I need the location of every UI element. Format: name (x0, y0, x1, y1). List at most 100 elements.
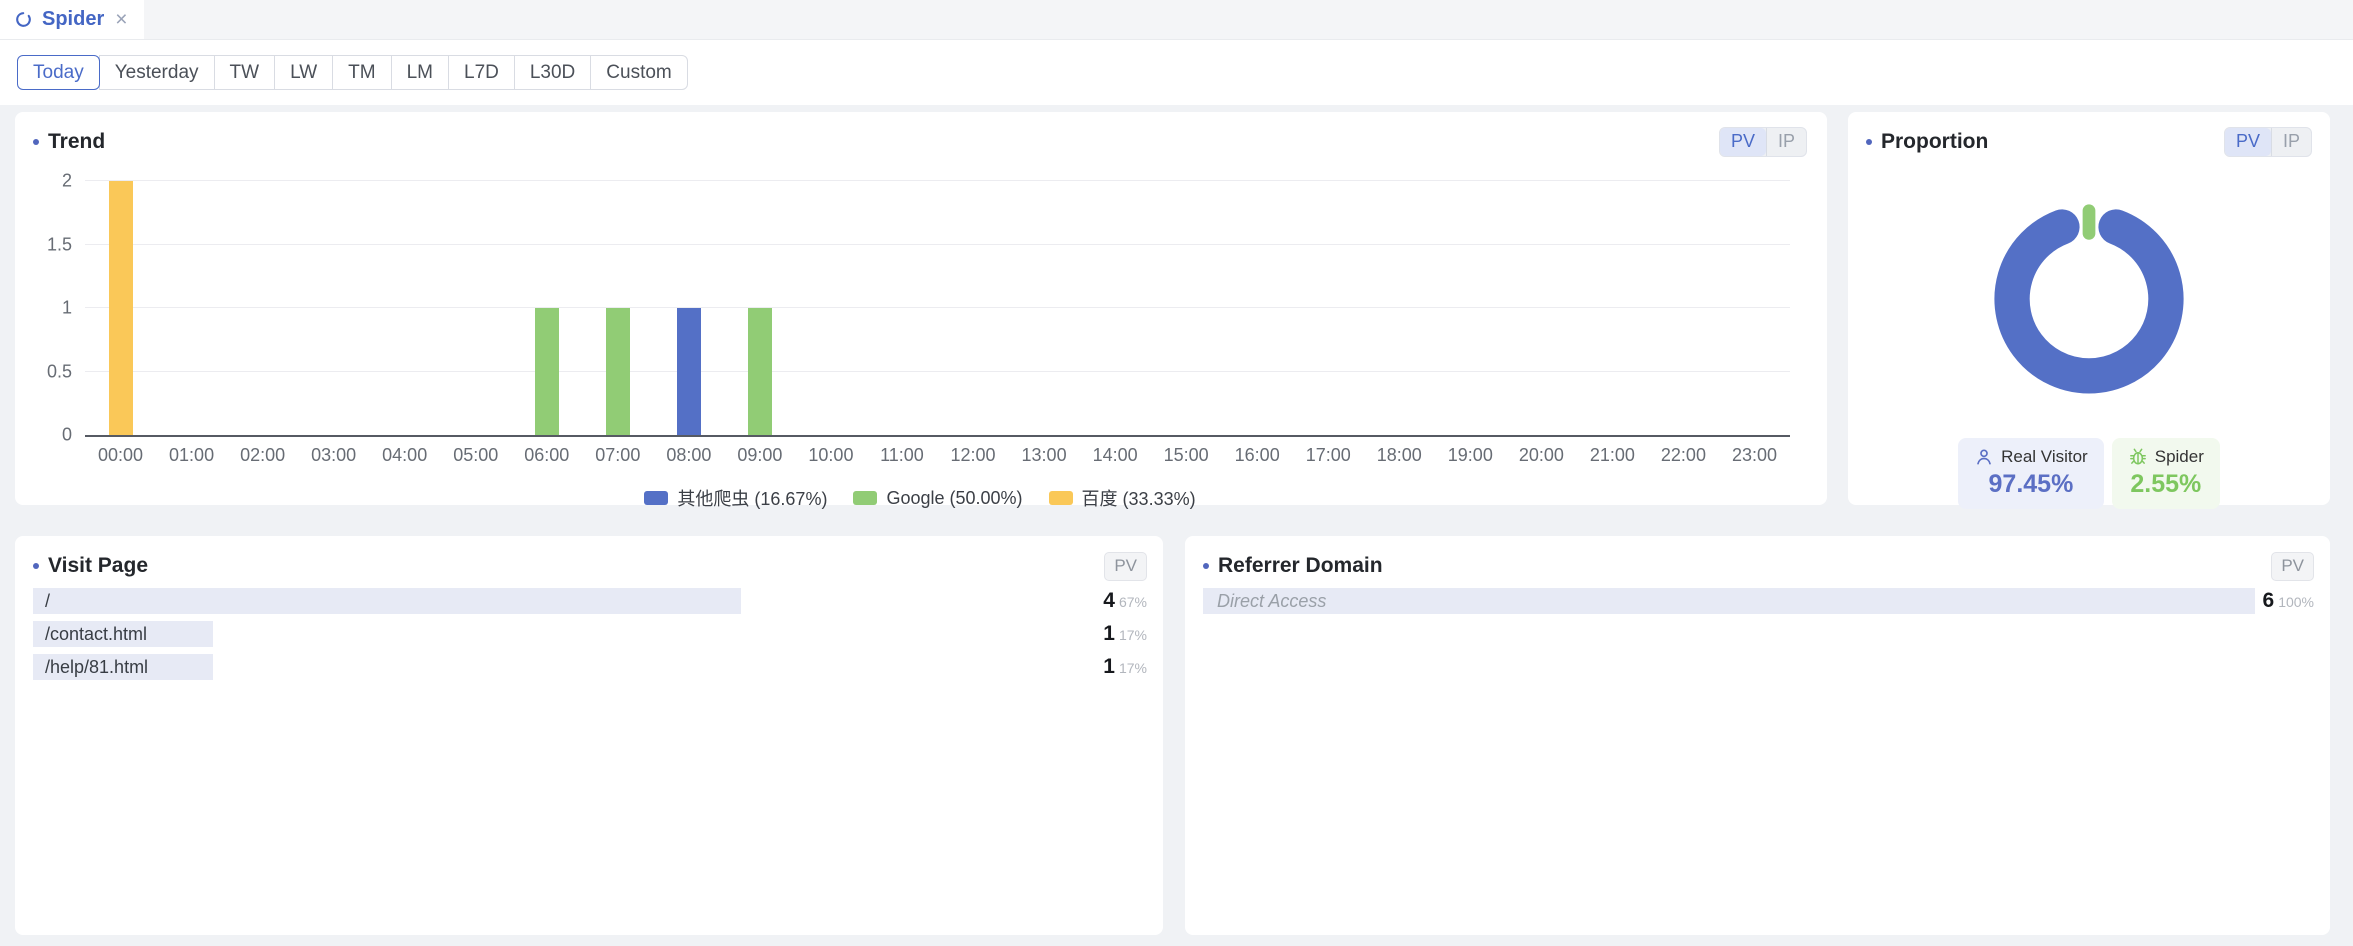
trend-card-title: Trend (33, 130, 105, 154)
y-axis-label: 2 (61, 170, 72, 191)
legend-label: 百度 (33.33%) (1081, 489, 1196, 509)
visit-page-url: / (45, 591, 51, 611)
trend-bar (534, 308, 559, 435)
spider-value: 2.55% (2130, 470, 2202, 498)
trend-xaxis: 00:00 01:00 02:00 03:00 04:00 05:00 06:00 07:00… (85, 437, 1790, 467)
x-axis-label: 06:00 (524, 445, 570, 465)
real-visitor-label: Real Visitor (2001, 447, 2088, 466)
trend-pv-ip-toggle: PV IP (1718, 127, 1807, 157)
proportion-stats: Real Visitor 97.45% (1866, 438, 2312, 509)
visit-page-card-title: Visit Page (33, 554, 148, 578)
x-axis-label: 22:00 (1660, 445, 1706, 465)
person-icon (1974, 447, 1994, 467)
y-axis-label: 0.5 (46, 361, 72, 381)
gridline (85, 307, 1790, 308)
x-axis-label: 11:00 (880, 445, 924, 465)
proportion-title-text: Proportion (1881, 130, 1989, 153)
list-item-percent: 100% (2278, 594, 2314, 610)
trend-toggle-pv[interactable]: PV (1719, 128, 1766, 156)
trend-plot: 0 0.5 1 1.5 2 (47, 171, 1790, 445)
referrer-domain-list: Direct Access 6 100% (1203, 588, 2314, 614)
range-button-tm[interactable]: TM (332, 55, 392, 90)
x-axis-label: 03:00 (311, 445, 357, 465)
x-axis-label: 02:00 (240, 445, 286, 465)
trend-card: Trend PV IP 0 0.5 1 1.5 2 00:00 01:00 02:00 03:… (15, 112, 1827, 509)
x-axis-label: 05:00 (453, 445, 499, 465)
range-button-today[interactable]: Today (17, 55, 100, 90)
visit-page-url: /contact.html (45, 624, 148, 644)
y-axis-label: 1.5 (46, 234, 72, 254)
gridline (85, 180, 1790, 181)
legend-item[interactable]: 百度 (33.33%) (1048, 485, 1196, 511)
range-button-tw[interactable]: TW (213, 55, 276, 90)
proportion-toggle-pv[interactable]: PV (2224, 128, 2271, 156)
range-button-yesterday[interactable]: Yesterday (98, 55, 215, 90)
title-dot (1866, 139, 1872, 145)
list-item-bar (33, 621, 213, 647)
list-item-bar (1203, 588, 2255, 614)
title-dot (33, 563, 39, 569)
x-axis-label: 18:00 (1376, 445, 1422, 465)
list-item: / 4 67% (33, 588, 1147, 614)
date-range-toolbar: Today Yesterday TW LW TM LM L7D L30D Cus… (0, 40, 2353, 105)
bug-icon (2128, 447, 2148, 467)
x-axis-label: 09:00 (737, 445, 783, 465)
gridline (85, 370, 1790, 372)
proportion-donut-chart (1991, 201, 2187, 402)
gridline (85, 243, 1790, 245)
proportion-toggle-ip[interactable]: IP (2270, 128, 2311, 156)
legend-item[interactable]: 其他爬虫 (16.67%) (644, 485, 827, 511)
y-axis-label: 1 (61, 297, 72, 318)
referrer-domain-card: Referrer Domain PV Direct Access 6 100% (1185, 536, 2330, 935)
dashboard-content: Trend PV IP 0 0.5 1 1.5 2 00:00 01:00 02:00 03:… (0, 105, 2353, 935)
spider-label: Spider (2154, 447, 2204, 466)
range-button-l7d[interactable]: L7D (448, 55, 515, 90)
visit-page-card: Visit Page PV / 4 67% (15, 536, 1163, 935)
legend-label: Google (50.00%) (886, 487, 1023, 508)
range-button-lw[interactable]: LW (274, 55, 334, 90)
visit-page-pv-badge[interactable]: PV (1104, 551, 1147, 581)
list-item-value: 1 (1103, 622, 1115, 645)
donut-spider-segment (2082, 204, 2096, 240)
list-item-bar (33, 588, 741, 614)
x-axis-label: 16:00 (1234, 445, 1280, 465)
range-button-lm[interactable]: LM (390, 55, 449, 90)
referrer-domain-pv-badge[interactable]: PV (2271, 551, 2314, 581)
trend-bar (605, 308, 630, 435)
proportion-pv-ip-toggle: PV IP (2223, 127, 2312, 157)
trend-legend: 其他爬虫 (16.67%) Google (50.00%) 百度 (33.33%) (33, 485, 1807, 511)
list-item-value: 1 (1103, 655, 1115, 678)
list-item: /help/81.html 1 17% (33, 654, 1147, 680)
x-axis-label: 13:00 (1021, 445, 1067, 465)
x-axis-label: 21:00 (1589, 445, 1635, 465)
refresh-icon[interactable] (14, 10, 33, 29)
close-icon[interactable]: × (115, 8, 128, 31)
x-axis-label: 07:00 (595, 445, 641, 465)
y-axis-label: 0 (61, 424, 72, 445)
tab-label: Spider (42, 8, 105, 30)
donut-real-visitor-arc (1994, 209, 2184, 394)
legend-swatch (644, 491, 669, 505)
x-axis-label: 10:00 (808, 445, 854, 465)
visit-page-title-text: Visit Page (48, 554, 148, 577)
visit-page-list: / 4 67% /contact.html 1 17% (33, 588, 1147, 680)
title-dot (1203, 563, 1209, 569)
date-range-button-group: Today Yesterday TW LW TM LM L7D L30D Cus… (17, 55, 688, 90)
real-visitor-stat: Real Visitor 97.45% (1958, 438, 2104, 509)
x-axis-label: 00:00 (97, 445, 144, 465)
list-item-percent: 17% (1118, 660, 1147, 676)
legend-swatch (1048, 491, 1073, 505)
list-item-bar (33, 654, 213, 680)
tab-spider[interactable]: Spider × (0, 0, 144, 39)
legend-item[interactable]: Google (50.00%) (853, 487, 1023, 509)
real-visitor-value: 97.45% (1988, 470, 2074, 498)
trend-bar (747, 308, 772, 435)
legend-label: 其他爬虫 (16.67%) (677, 489, 828, 509)
referrer-domain-title-text: Referrer Domain (1218, 554, 1383, 577)
trend-title-text: Trend (48, 130, 106, 153)
trend-toggle-ip[interactable]: IP (1765, 128, 1806, 156)
range-button-custom[interactable]: Custom (590, 55, 688, 90)
proportion-card-title: Proportion (1866, 130, 1988, 154)
range-button-l30d[interactable]: L30D (513, 55, 592, 90)
x-axis-label: 14:00 (1092, 445, 1138, 465)
